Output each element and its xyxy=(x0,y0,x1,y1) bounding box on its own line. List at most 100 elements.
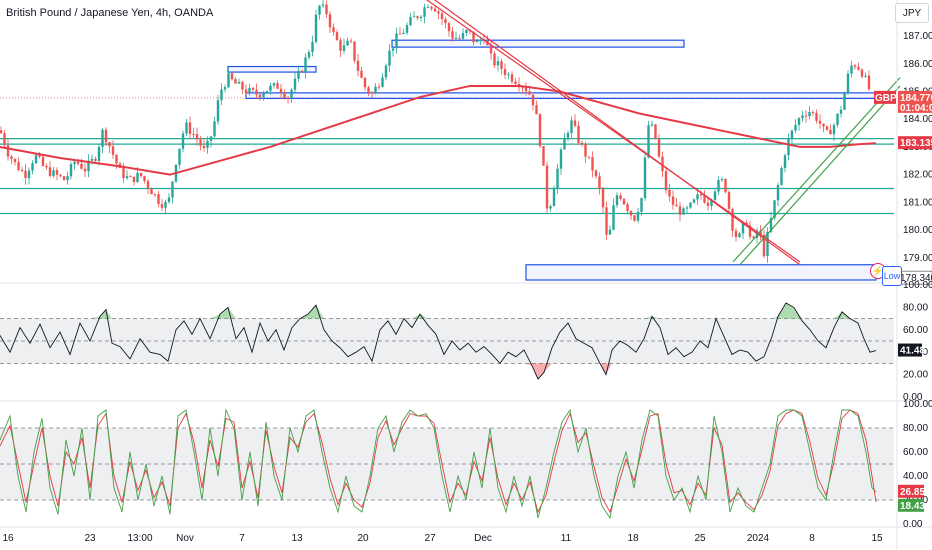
rsi-axis-label: 20.00 xyxy=(903,370,928,381)
rsi-overbought-fill xyxy=(786,302,794,319)
stoch-axis-label: 60.00 xyxy=(903,447,928,458)
candle-body xyxy=(671,196,675,205)
candle-body xyxy=(458,37,461,39)
candle-body xyxy=(447,23,451,32)
candle-body xyxy=(496,61,500,66)
candle-body xyxy=(475,41,479,43)
candle-body xyxy=(62,176,66,181)
low-value-label: 178.340 xyxy=(900,273,932,284)
rsi-axis-label: 100.00 xyxy=(903,280,932,291)
candle-body xyxy=(381,77,384,87)
candle-body xyxy=(45,165,48,168)
candle-body xyxy=(244,89,248,93)
candle-body xyxy=(262,93,265,98)
time-axis-label: Dec xyxy=(474,533,492,544)
candle-body xyxy=(717,180,720,192)
candle-body xyxy=(360,70,363,78)
candle-body xyxy=(178,148,181,165)
candle-body xyxy=(185,122,188,134)
candle-body xyxy=(353,41,356,61)
price-axis-label: 180.000 xyxy=(903,225,932,236)
candle-body xyxy=(24,170,27,179)
rsi-axis-label: 60.00 xyxy=(903,325,928,336)
candle-body xyxy=(650,124,654,126)
symbol-title[interactable]: British Pound / Japanese Yen, 4h, OANDA xyxy=(6,7,214,19)
stoch-k-line xyxy=(0,408,877,520)
candle-body xyxy=(489,45,493,54)
candle-body xyxy=(318,5,321,15)
candle-body xyxy=(150,188,153,195)
candle-body xyxy=(472,31,475,43)
candle-body xyxy=(524,87,528,92)
rsi-overbought-fill xyxy=(220,307,228,319)
candle-body xyxy=(790,130,794,139)
candle-body xyxy=(94,158,97,161)
candle-body xyxy=(748,225,752,237)
stoch-axis-label: 40.00 xyxy=(903,471,928,482)
candle-body xyxy=(454,37,458,39)
candle-body xyxy=(416,16,419,19)
candle-body xyxy=(139,172,143,177)
candle-body xyxy=(304,57,307,72)
candle-body xyxy=(713,191,717,200)
candle-body xyxy=(97,146,101,161)
candle-body xyxy=(678,206,682,215)
candle-body xyxy=(843,93,846,110)
rsi-oversold-fill xyxy=(606,363,612,375)
candle-body xyxy=(272,83,276,86)
candle-body xyxy=(867,75,871,90)
candle-body xyxy=(90,158,94,161)
candle-body xyxy=(839,109,843,114)
candle-body xyxy=(258,94,262,98)
candle-body xyxy=(549,206,552,209)
candle-body xyxy=(647,125,650,158)
candle-body xyxy=(223,87,227,90)
candle-body xyxy=(615,195,619,206)
candle-body xyxy=(248,87,251,93)
candle-body xyxy=(3,133,6,146)
candle-body xyxy=(125,176,129,179)
candle-body xyxy=(675,204,678,207)
candle-body xyxy=(17,162,20,171)
candle-body xyxy=(136,172,139,183)
candle-body xyxy=(160,204,164,208)
currency-button[interactable]: JPY xyxy=(895,3,929,23)
trendline xyxy=(433,0,801,266)
candle-body xyxy=(437,11,440,14)
candle-body xyxy=(727,192,731,209)
price-axis-label: 182.000 xyxy=(903,170,932,181)
candle-body xyxy=(279,88,283,93)
candle-body xyxy=(27,170,31,179)
candle-body xyxy=(234,79,237,84)
candle-body xyxy=(860,69,864,77)
candle-body xyxy=(752,236,755,238)
candle-body xyxy=(146,181,150,189)
symbol-tag-bg xyxy=(874,90,896,104)
time-axis-label: 25 xyxy=(694,533,706,544)
candle-body xyxy=(13,158,17,163)
candle-body xyxy=(367,87,370,93)
candle-body xyxy=(101,129,104,147)
candle-body xyxy=(559,149,563,169)
stochastic-pane[interactable] xyxy=(0,408,894,520)
candle-body xyxy=(724,179,727,193)
price-pane[interactable] xyxy=(0,0,901,281)
candle-body xyxy=(769,217,773,232)
candle-body xyxy=(297,70,300,79)
candle-body xyxy=(598,176,601,189)
candle-body xyxy=(822,123,825,127)
rsi-overbought-fill xyxy=(90,316,100,319)
candle-body xyxy=(738,233,741,238)
candle-body xyxy=(104,129,108,143)
candle-body xyxy=(479,39,482,42)
rsi-line xyxy=(0,302,877,380)
candle-body xyxy=(605,207,608,235)
rsi-axis-label: 80.00 xyxy=(903,302,928,313)
candle-body xyxy=(38,154,41,157)
candle-body xyxy=(213,121,216,137)
candle-body xyxy=(192,133,195,135)
candle-body xyxy=(87,160,90,172)
zone-box xyxy=(525,264,877,281)
rsi-pane[interactable] xyxy=(0,302,894,380)
